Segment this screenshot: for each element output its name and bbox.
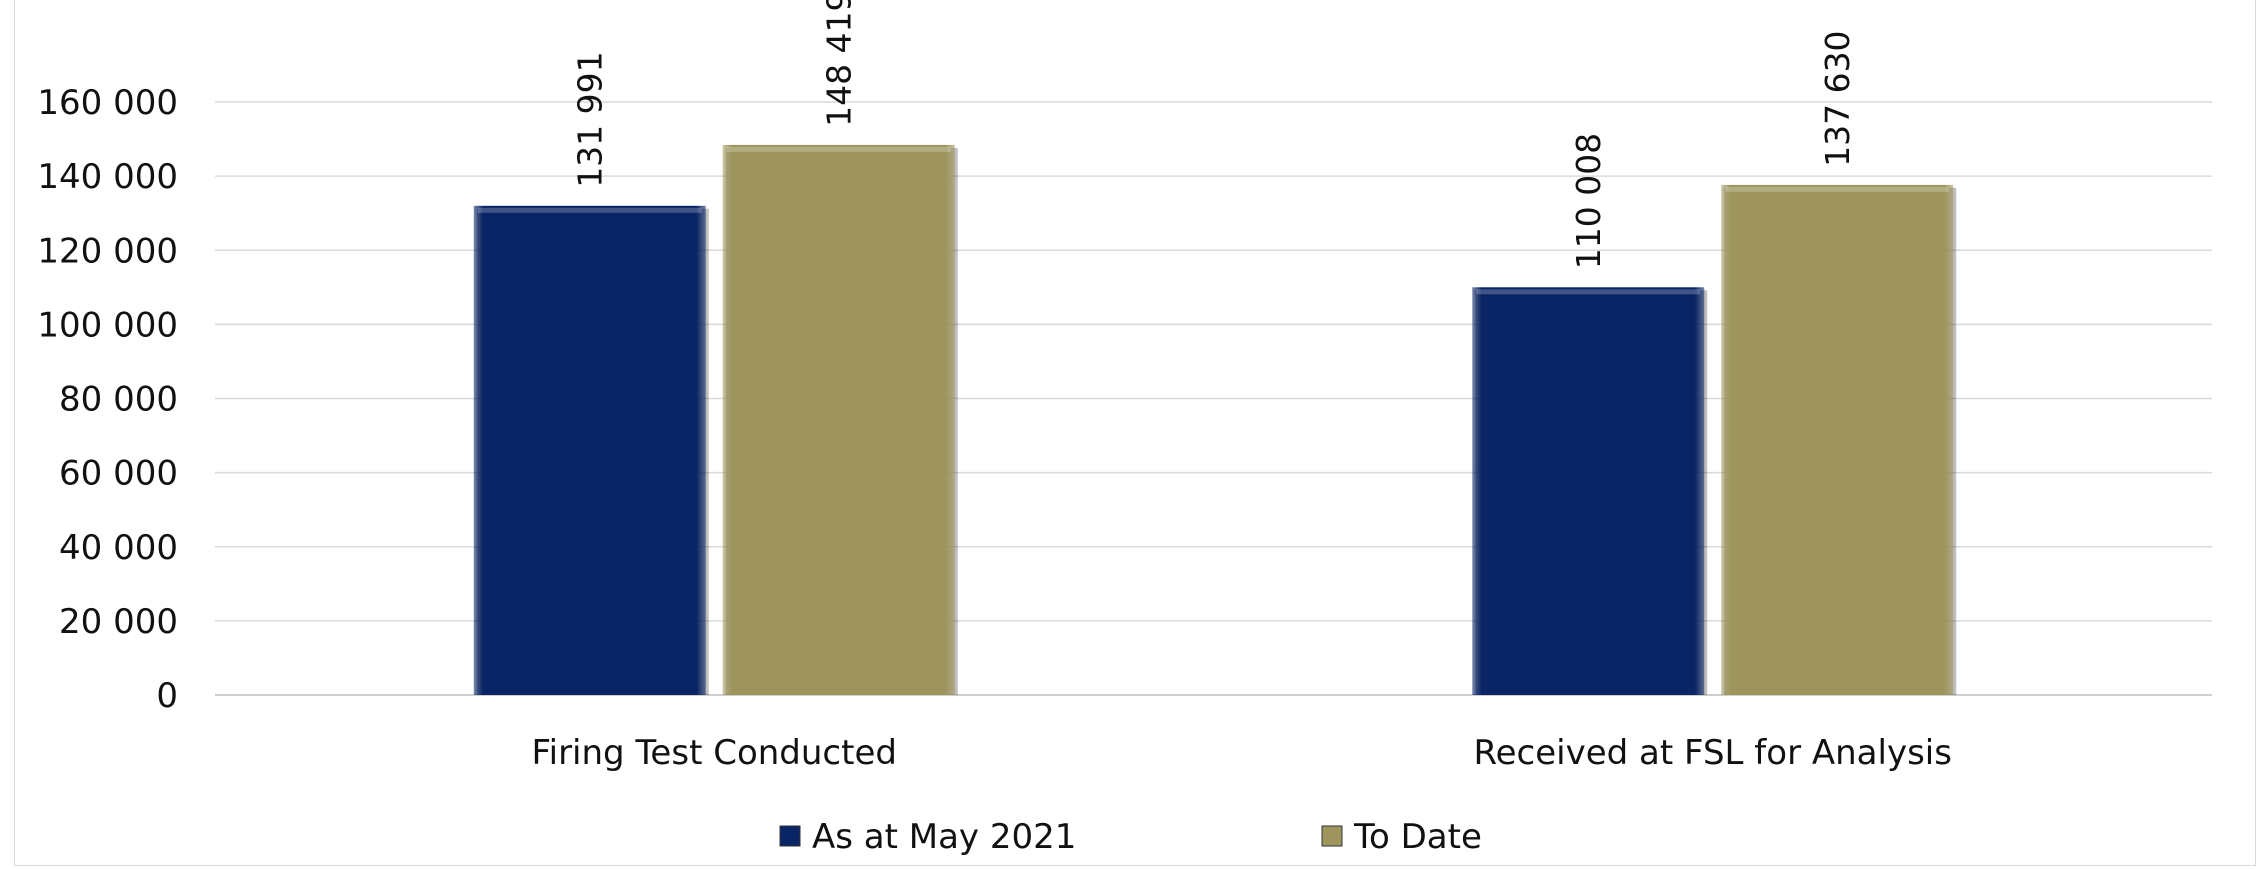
y-axis-ticks: 0 20 000 40 000 60 000 80 000 100 000 120 000 1… [37, 83, 178, 716]
legend-label: To Date [1353, 817, 1482, 857]
bar [473, 205, 706, 695]
y-tick-label: 0 [156, 676, 178, 716]
y-tick-label: 60 000 [59, 454, 178, 494]
y-tick-label: 20 000 [59, 602, 178, 642]
y-tick-label: 140 000 [37, 157, 178, 197]
data-labels: 131 991 148 419 110 008 137 630 [571, 0, 1858, 269]
legend-swatch [1321, 825, 1343, 847]
legend-label: As at May 2021 [812, 817, 1076, 857]
bar-highlight [477, 207, 702, 213]
data-label: 148 419 [820, 0, 859, 127]
x-axis-labels: Firing Test Conducted Received at FSL for… [532, 733, 1952, 773]
bar [1721, 184, 1954, 695]
data-label: 137 630 [1818, 30, 1857, 166]
chart-frame [14, 0, 2256, 866]
bar-highlight [1725, 186, 1950, 192]
legend-swatch [779, 825, 801, 847]
bars [473, 144, 1957, 695]
y-tick-label: 40 000 [59, 528, 178, 568]
bar-highlight [726, 146, 951, 152]
data-label: 110 008 [1569, 133, 1608, 269]
x-tick-label: Received at FSL for Analysis [1474, 733, 1952, 773]
legend: As at May 2021 To Date [779, 817, 1482, 857]
data-label: 131 991 [571, 51, 610, 187]
y-tick-label: 100 000 [37, 305, 178, 345]
bar-highlight [1476, 289, 1701, 295]
y-tick-label: 120 000 [37, 231, 178, 271]
y-tick-label: 160 000 [37, 83, 178, 123]
bar [1472, 287, 1705, 695]
x-tick-label: Firing Test Conducted [532, 733, 897, 773]
bar [722, 144, 955, 695]
y-tick-label: 80 000 [59, 380, 178, 420]
